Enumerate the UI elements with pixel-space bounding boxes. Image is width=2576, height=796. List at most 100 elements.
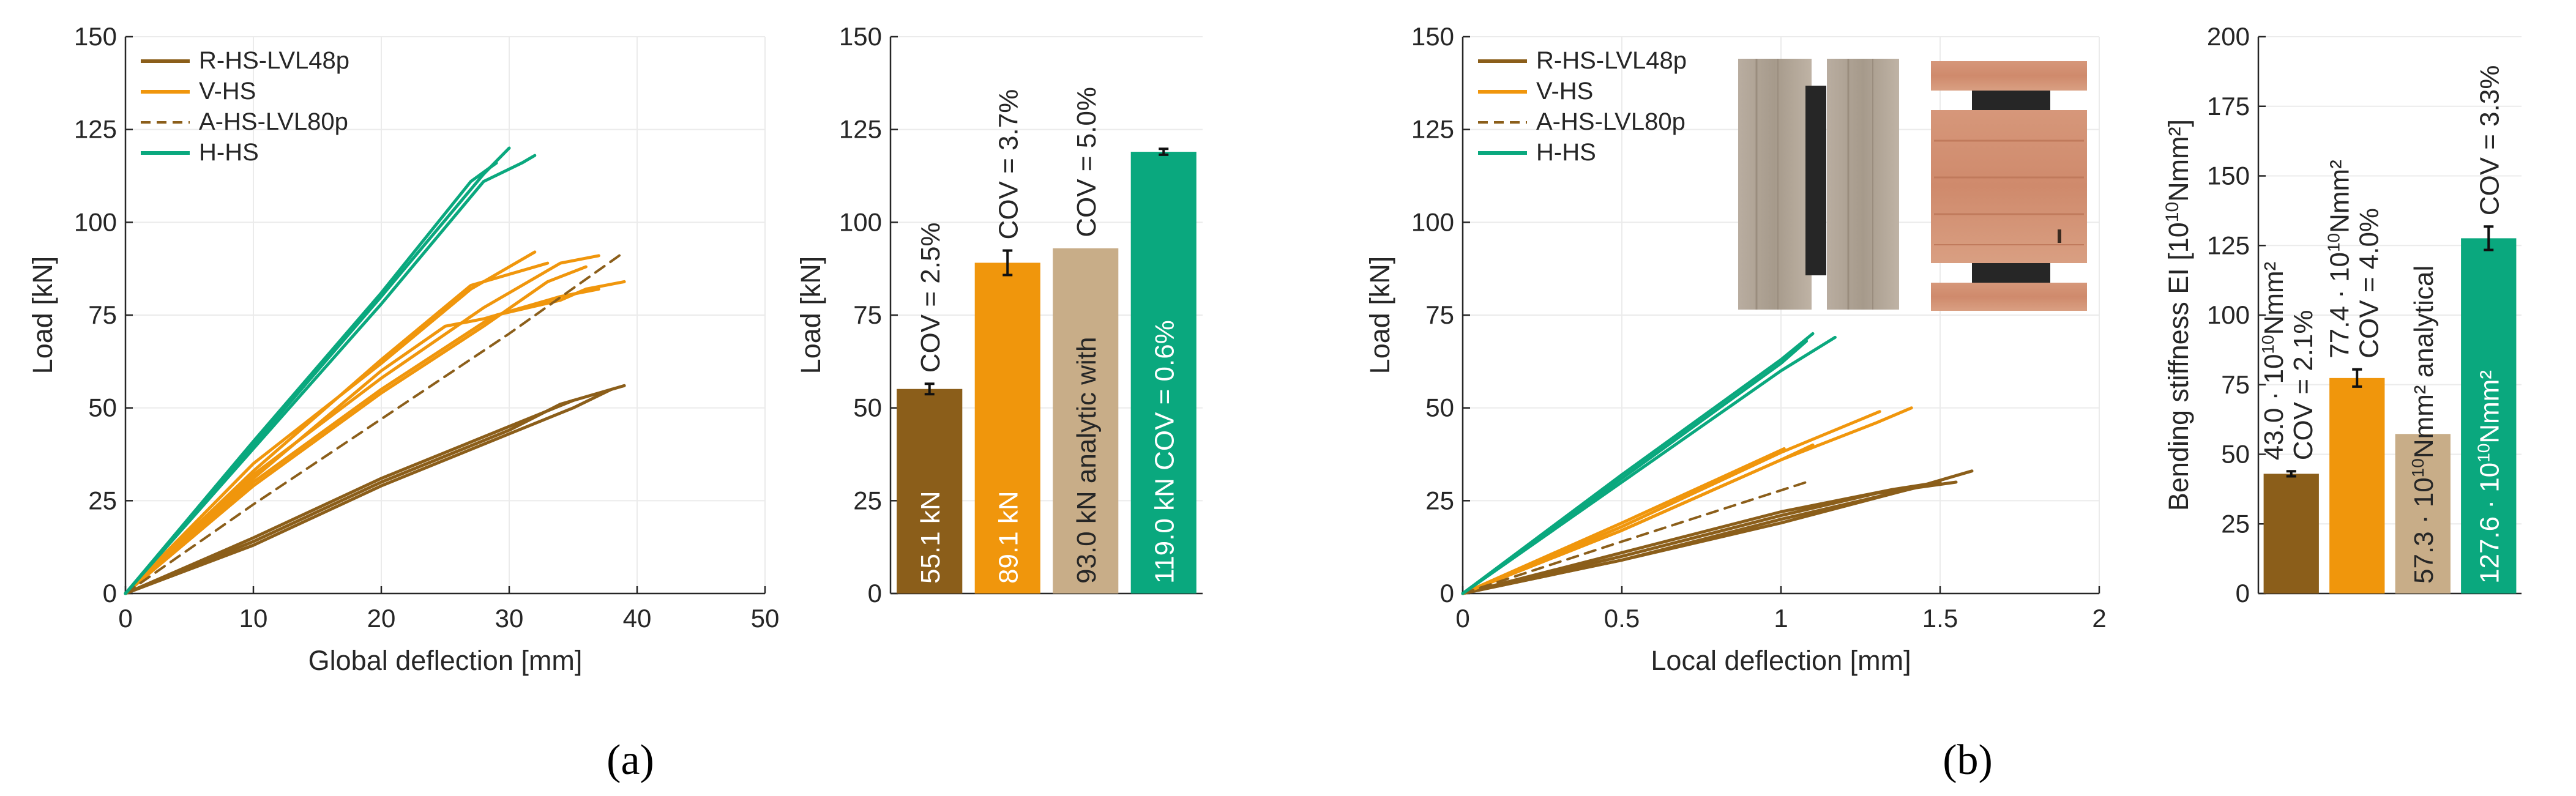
bar-above-label-value-part: 43.0 · 10 [2259,354,2289,461]
y-tick-label: 0 [868,579,882,608]
bar-above-label-cov-part: COV = 3.7% [993,89,1023,240]
y-axis-label-part: Load [kN] [795,256,826,374]
y-tick-label: 100 [2207,300,2250,329]
bar-above-label-value-part: 10 [2258,335,2277,354]
y-tick-label: 50 [88,393,117,422]
y-tick-label: 75 [1425,300,1454,329]
specimen-photo-gray [1738,59,1899,310]
bar-inside-label: 93.0 kN analytic with [1072,337,1102,584]
series-line [1462,481,1808,595]
y-tick-label: 100 [1411,207,1454,236]
series-line [124,250,537,595]
bar-inside-label: 55.1 kN [916,491,946,584]
series-line [1461,410,1881,595]
y-tick-label: 0 [103,579,117,608]
y-tick-label: 125 [2207,231,2250,259]
y-tick-label: 125 [839,115,882,144]
bar-inside-label: 119.0 kN COV = 0.6% [1149,320,1179,584]
series-line [124,387,613,595]
y-tick-label: 75 [88,300,117,329]
bar-above-label-cov: COV = 2.5% [916,222,946,373]
bar-inside-label-part: Nmm² analytical [2409,266,2439,458]
legend-label: H-HS [1536,139,1596,166]
legend-label: H-HS [199,139,259,166]
bar-inside-label-part: 57.3 · 10 [2409,477,2439,584]
x-tick-label: 10 [239,604,268,633]
y-tick-label: 75 [853,300,882,329]
y-tick-label: 25 [2221,509,2250,538]
series-line [124,254,600,595]
series-line [124,161,498,595]
series-line [1461,447,1786,595]
series-line [124,265,588,595]
bar-above-label-cov-part: COV = 4.0% [2354,208,2384,359]
y-tick-label: 0 [1440,579,1454,608]
bar-inside-label: 89.1 kN [993,491,1023,584]
x-axis-label: Global deflection [mm] [308,645,583,676]
bar [1130,152,1197,594]
x-tick-label: 50 [751,604,780,633]
y-tick-label: 100 [74,207,117,236]
y-tick-label: 150 [1411,22,1454,51]
bar [2329,378,2385,593]
bar-inside-label: 57.3 · 1010Nmm² analytical [2408,266,2439,584]
series-line [1461,340,1809,595]
y-tick-label: 150 [74,22,117,51]
bar-above-label-cov-part: COV = 3.3% [2474,65,2504,216]
legend-label: R-HS-LVL48p [1536,47,1687,74]
bar-above-label-cov: COV = 3.7% [993,89,1023,240]
bar-above-label-cov: COV = 5.0% [1072,87,1102,237]
x-tick-label: 40 [623,604,652,633]
y-tick-label: 150 [2207,162,2250,190]
bar-inside-label-part: 55.1 kN [916,491,946,584]
bar [2395,434,2451,593]
x-tick-label: 30 [495,604,524,633]
x-tick-label: 0 [118,604,132,633]
bar-inside-label-part: 89.1 kN [993,491,1023,584]
y-axis-label: Bending stiffness EI [1010Nmm²] [2162,119,2195,511]
bar-above-label-value-part: 77.4 · 10 [2324,252,2354,359]
bar [2461,238,2517,593]
specimen-photo-red [1931,61,2087,311]
y-axis-label-part: Bending stiffness EI [10 [2163,222,2194,511]
bar-inside-label-part: 127.6 · 10 [2474,463,2504,584]
panel-a-bar-chart: 0 25 50 75 100 125 150 55.1 kN COV = 2.5% 89.1 kN… [795,22,1203,608]
y-axis-label-part: Nmm²] [2163,119,2194,202]
y-tick-label: 50 [2221,440,2250,469]
legend-label: R-HS-LVL48p [199,47,349,74]
bar-inside-label-part: 10 [2408,458,2427,477]
bar-inside-label-part: 10 [2474,444,2493,463]
bar-inside-label-part: Nmm² [2474,370,2504,444]
x-tick-label: 20 [367,604,396,633]
series-line [1461,484,1926,595]
y-tick-label: 50 [1425,393,1454,422]
bar-above-label-cov: COV = 2.1% [2288,310,2318,460]
series-line [124,250,626,595]
series-line [124,261,550,595]
y-tick-label: 25 [853,486,882,515]
bar-inside-label-part: 119.0 kN COV = 0.6% [1149,320,1179,584]
legend-label: V-HS [199,78,256,105]
bar-above-label-cov: COV = 3.3% [2474,65,2504,216]
bar-inside-label: 127.6 · 1010Nmm² [2474,370,2505,584]
y-axis-label-part: 10 [2162,202,2182,222]
bar [2263,474,2319,593]
series-line [124,280,626,595]
bar-above-label-cov-part: COV = 2.5% [916,222,946,373]
bar-above-label-value-part: 10 [2324,233,2343,252]
series-line [124,154,537,595]
y-tick-label: 125 [74,115,117,144]
panel-b-line-chart: 0 25 50 75 100 125 150 0 0.5 1 1.5 2 Local deflectio… [1364,22,2107,676]
y-axis-label: Load [kN] [27,256,58,374]
specimen-photos [1738,59,2087,311]
bar-above-label-value-part: Nmm² [2259,262,2289,335]
y-tick-label: 150 [839,22,882,51]
series-line [124,399,575,595]
y-tick-label: 0 [2236,579,2250,608]
bar [1053,248,1119,593]
x-tick-label: 0 [1455,604,1469,633]
bar-above-label-cov-part: COV = 2.1% [2288,310,2318,460]
y-axis-label: Load [kN] [795,256,826,374]
